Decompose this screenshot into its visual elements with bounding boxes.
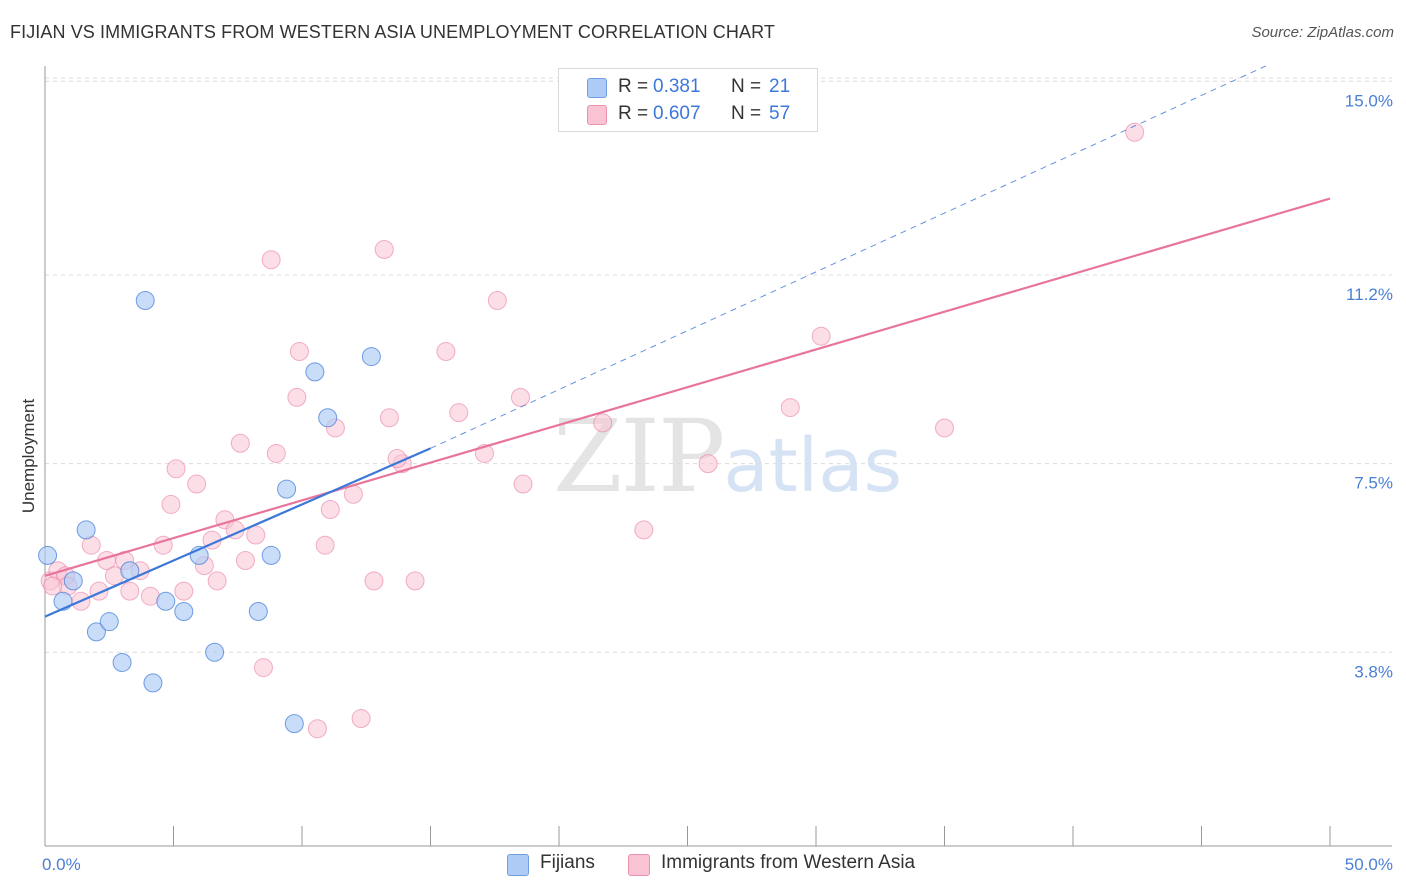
western-asia-point xyxy=(374,240,394,260)
fijian-trend-extension xyxy=(430,65,1266,449)
fijian-point xyxy=(248,601,268,621)
bottom-legend-swatch-fijians xyxy=(507,854,529,876)
legend-r-label: R = xyxy=(618,103,649,124)
axes xyxy=(44,66,1392,847)
y-tick-labels: 3.8% 7.5% 11.2% 15.0% xyxy=(1345,91,1393,681)
fijian-point xyxy=(261,545,281,565)
legend-n-value: 57 xyxy=(769,103,791,124)
western-asia-point xyxy=(174,581,194,601)
western-asia-point xyxy=(187,474,207,494)
fijian-point xyxy=(135,291,155,311)
western-asia-point xyxy=(935,418,954,438)
western-asia-point xyxy=(307,719,327,739)
western-asia-point xyxy=(405,571,425,591)
western-asia-point xyxy=(261,250,281,270)
fijian-point xyxy=(38,545,58,565)
fijian-point xyxy=(112,652,132,672)
legend-swatch-western-asia xyxy=(587,105,607,125)
x-ticks xyxy=(44,826,1331,846)
legend-r-label: R = xyxy=(618,76,649,97)
legend-n-label: N = xyxy=(731,103,762,124)
western-asia-point xyxy=(780,398,800,418)
x-tick-label-min: 0.0% xyxy=(42,855,81,874)
western-asia-points xyxy=(40,122,1145,739)
watermark: ZIPatlas xyxy=(553,398,902,515)
western-asia-point xyxy=(510,387,530,407)
watermark-atlas: atlas xyxy=(723,423,903,509)
fijian-trend-line xyxy=(44,447,431,618)
trend-lines xyxy=(44,65,1331,618)
western-asia-point xyxy=(634,520,654,540)
western-asia-point xyxy=(235,551,255,571)
fijian-point xyxy=(63,571,83,591)
western-asia-point xyxy=(593,413,613,433)
y-axis-label: Unemployment xyxy=(19,399,38,514)
western-asia-point xyxy=(351,709,371,729)
western-asia-point xyxy=(513,474,533,494)
western-asia-point xyxy=(1125,122,1145,142)
y-tick-label: 15.0% xyxy=(1345,91,1393,110)
western-asia-point xyxy=(253,658,273,678)
legend-r-value: 0.607 xyxy=(653,103,701,124)
western-asia-point xyxy=(120,581,140,601)
fijian-point xyxy=(143,673,163,693)
western-asia-point xyxy=(161,494,181,514)
legend-n-value: 21 xyxy=(769,76,791,97)
western-asia-trend-line xyxy=(44,197,1331,577)
western-asia-point xyxy=(230,433,250,453)
western-asia-point xyxy=(379,408,399,428)
y-tick-label: 3.8% xyxy=(1354,662,1393,681)
legend-swatch-fijians xyxy=(587,78,607,98)
western-asia-point xyxy=(43,576,63,596)
western-asia-point xyxy=(266,443,286,463)
fijian-point xyxy=(284,714,304,734)
fijian-point xyxy=(277,479,297,499)
y-tick-label: 11.2% xyxy=(1346,285,1393,304)
source-label: Source: ZipAtlas.com xyxy=(1251,24,1394,41)
y-tick-label: 7.5% xyxy=(1354,474,1393,493)
western-asia-point xyxy=(449,403,469,423)
fijian-point xyxy=(305,362,325,382)
correlation-legend: R = 0.381 N = 21 R = 0.607 N = 57 xyxy=(558,68,818,132)
western-asia-point xyxy=(287,387,307,407)
bottom-legend-swatch-western-asia xyxy=(628,854,650,876)
western-asia-point xyxy=(166,459,186,479)
western-asia-point xyxy=(246,525,266,545)
western-asia-point xyxy=(207,571,227,591)
bottom-legend-label-western-asia: Immigrants from Western Asia xyxy=(661,852,916,873)
western-asia-point xyxy=(698,454,718,474)
fijian-point xyxy=(318,408,338,428)
fijian-point xyxy=(174,601,194,621)
fijian-point xyxy=(99,612,119,632)
legend-r-value: 0.381 xyxy=(653,76,701,97)
western-asia-point xyxy=(364,571,384,591)
fijian-point xyxy=(156,591,176,611)
x-tick-label-max: 50.0% xyxy=(1345,855,1393,874)
western-asia-point xyxy=(320,500,340,520)
western-asia-point xyxy=(315,535,335,555)
western-asia-point xyxy=(487,291,507,311)
bottom-legend-label-fijians: Fijians xyxy=(540,852,595,873)
fijian-point xyxy=(361,347,381,367)
western-asia-point xyxy=(289,341,309,361)
western-asia-point xyxy=(811,326,831,346)
fijian-point xyxy=(86,622,106,642)
legend-n-label: N = xyxy=(731,76,762,97)
fijian-point xyxy=(76,520,96,540)
chart-title: FIJIAN VS IMMIGRANTS FROM WESTERN ASIA U… xyxy=(10,22,775,42)
western-asia-point xyxy=(436,341,456,361)
fijian-point xyxy=(205,642,225,662)
